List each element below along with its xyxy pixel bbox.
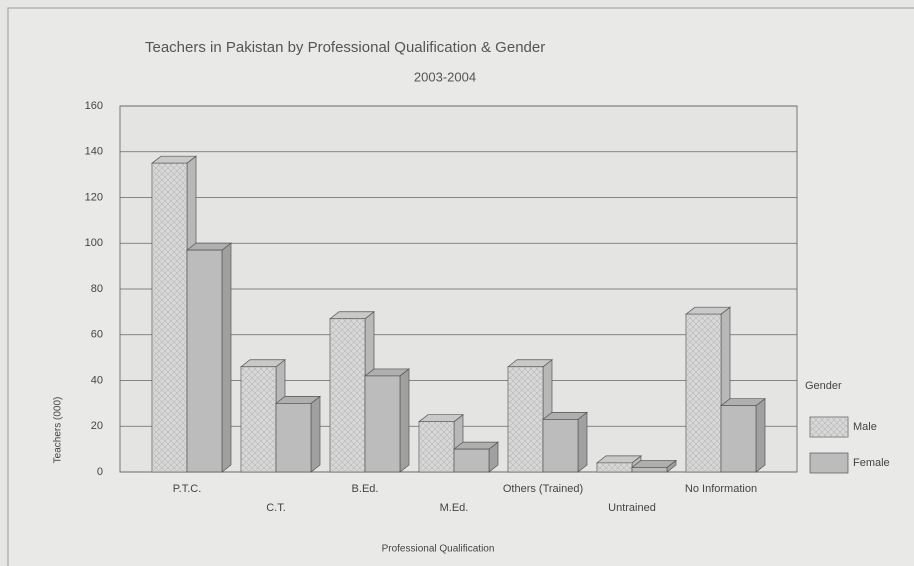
bar: [364, 375, 401, 473]
bar-hatch: [152, 163, 187, 472]
y-tick-label: 0: [97, 466, 103, 478]
chart-subtitle: 2003-2004: [414, 69, 476, 84]
x-tick-label: No Information: [685, 483, 757, 495]
legend-label: Male: [853, 421, 877, 433]
x-tick-label: M.Ed.: [440, 502, 469, 514]
y-tick-label: 40: [91, 374, 103, 386]
y-tick-label: 80: [91, 283, 103, 295]
bar-hatch: [419, 421, 454, 472]
bar-side: [221, 242, 232, 473]
x-tick-label: P.T.C.: [173, 483, 202, 495]
x-tick-label: B.Ed.: [352, 483, 379, 495]
x-tick-label: Untrained: [608, 502, 656, 514]
chart-title: Teachers in Pakistan by Professional Qua…: [145, 39, 545, 56]
legend-hatch: [810, 417, 848, 437]
bar-side: [399, 368, 410, 473]
bar: [275, 403, 312, 473]
y-tick-label: 140: [85, 146, 103, 158]
bar-hatch: [330, 318, 365, 472]
y-tick-label: 20: [91, 420, 103, 432]
bar: [453, 448, 490, 473]
bar-hatch: [686, 314, 721, 472]
x-axis-label: Professional Qualification: [382, 544, 495, 555]
y-tick-label: 160: [85, 100, 103, 112]
bar-side: [577, 411, 588, 473]
y-tick-label: 120: [85, 191, 103, 203]
legend-swatch: [809, 452, 849, 474]
bar-side: [755, 397, 766, 473]
y-axis-label: Teachers (000): [53, 397, 64, 464]
bar: [720, 405, 757, 473]
bar: [186, 249, 223, 473]
y-tick-label: 100: [85, 237, 103, 249]
x-tick-label: C.T.: [266, 502, 286, 514]
bar-hatch: [241, 366, 276, 472]
x-tick-label: Others (Trained): [503, 483, 583, 495]
bar: [542, 419, 579, 473]
y-tick-label: 60: [91, 329, 103, 341]
bar-hatch: [597, 462, 632, 472]
bar-side: [310, 395, 321, 473]
legend-title: Gender: [805, 380, 842, 392]
bar: [631, 467, 668, 473]
legend-label: Female: [853, 457, 890, 469]
bar-hatch: [508, 366, 543, 472]
